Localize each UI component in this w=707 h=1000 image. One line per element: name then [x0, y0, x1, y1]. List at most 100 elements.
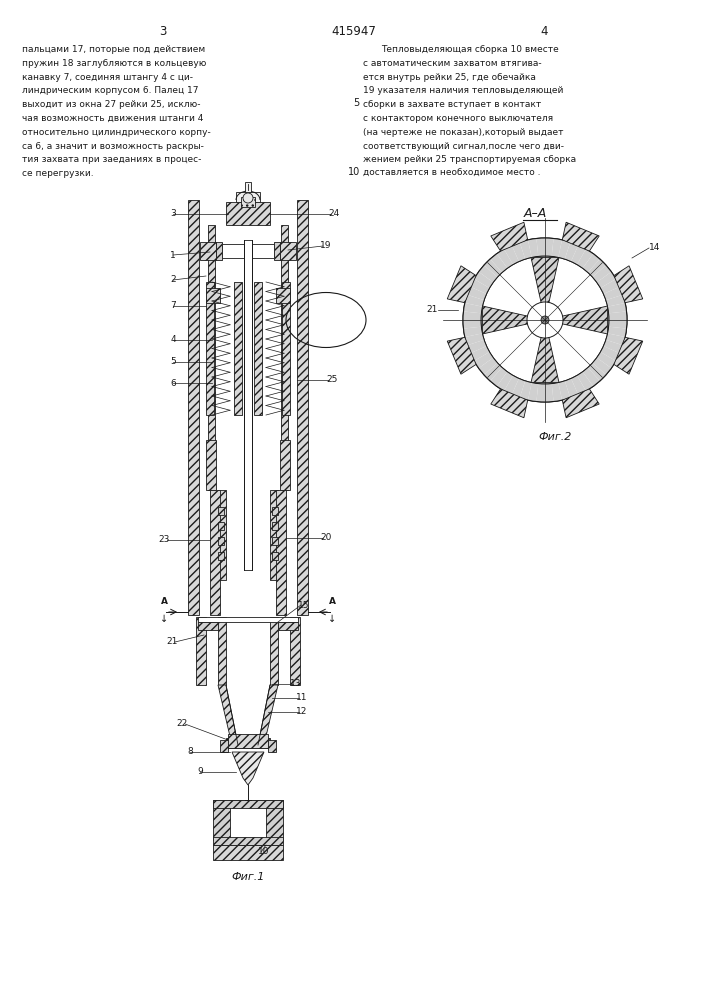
Bar: [206, 440, 216, 490]
Bar: [228, 734, 268, 748]
Bar: [208, 225, 215, 490]
Text: 3: 3: [170, 210, 176, 219]
Bar: [226, 202, 270, 225]
Wedge shape: [467, 287, 486, 300]
Bar: [206, 288, 220, 303]
Wedge shape: [464, 327, 482, 337]
Circle shape: [243, 193, 253, 203]
Wedge shape: [600, 279, 620, 294]
Bar: [282, 282, 290, 415]
Wedge shape: [512, 378, 525, 398]
Wedge shape: [577, 249, 593, 268]
Wedge shape: [607, 303, 626, 313]
Polygon shape: [562, 389, 600, 418]
Bar: [234, 282, 242, 415]
Text: 5: 5: [170, 358, 176, 366]
Wedge shape: [474, 352, 493, 368]
Bar: [220, 740, 228, 752]
Text: с контактором конечного выключателя: с контактором конечного выключателя: [363, 114, 553, 123]
Bar: [272, 537, 278, 545]
Circle shape: [463, 238, 627, 402]
Text: 8: 8: [187, 748, 193, 756]
Wedge shape: [520, 381, 532, 400]
Bar: [230, 802, 266, 838]
Text: 24: 24: [328, 210, 339, 219]
Text: са 6, а значит и возможность раскры-: са 6, а значит и возможность раскры-: [22, 142, 204, 151]
Bar: [200, 242, 216, 260]
Text: относительно цилиндрического корпу-: относительно цилиндрического корпу-: [22, 128, 211, 137]
Polygon shape: [448, 337, 476, 374]
Text: 4: 4: [170, 336, 176, 344]
Wedge shape: [545, 238, 554, 256]
Wedge shape: [467, 340, 486, 353]
Wedge shape: [497, 249, 513, 268]
Bar: [245, 182, 251, 192]
Wedge shape: [606, 333, 625, 345]
Wedge shape: [577, 372, 593, 391]
Wedge shape: [551, 238, 562, 257]
Circle shape: [481, 256, 609, 384]
Text: А–А: А–А: [523, 207, 547, 220]
Bar: [196, 617, 206, 685]
Text: 6: 6: [170, 378, 176, 387]
Wedge shape: [470, 346, 489, 361]
Wedge shape: [559, 240, 571, 259]
Text: жением рейки 25 транспортируемая сборка: жением рейки 25 транспортируемая сборка: [363, 155, 576, 164]
Wedge shape: [484, 259, 502, 277]
Bar: [218, 490, 226, 580]
Wedge shape: [484, 363, 502, 381]
Text: 11: 11: [296, 694, 308, 702]
Wedge shape: [571, 375, 586, 395]
Text: 20: 20: [320, 534, 332, 542]
Bar: [213, 800, 283, 808]
Bar: [274, 242, 280, 260]
Bar: [226, 738, 270, 748]
Wedge shape: [588, 363, 606, 381]
Text: 22: 22: [177, 720, 188, 728]
Text: 3: 3: [159, 25, 166, 38]
Wedge shape: [609, 320, 627, 329]
Text: соответствующий сигнал,после чего дви-: соответствующий сигнал,после чего дви-: [363, 142, 564, 151]
Polygon shape: [614, 266, 643, 303]
Text: 415947: 415947: [331, 25, 376, 38]
Circle shape: [541, 316, 549, 324]
Text: сборки в захвате вступает в контакт: сборки в захвате вступает в контакт: [363, 100, 542, 109]
Text: с автоматическим захватом втягива-: с автоматическим захватом втягива-: [363, 59, 542, 68]
Circle shape: [527, 302, 563, 338]
Text: се перегрузки.: се перегрузки.: [22, 169, 93, 178]
Bar: [272, 522, 278, 530]
Text: 2: 2: [170, 275, 176, 284]
Text: А: А: [160, 597, 168, 606]
Bar: [276, 288, 290, 303]
Text: 1: 1: [170, 250, 176, 259]
Bar: [218, 552, 224, 560]
Bar: [218, 507, 224, 515]
Wedge shape: [470, 279, 489, 294]
Bar: [241, 197, 255, 207]
Text: 19 указателя наличия тепловыделяющей: 19 указателя наличия тепловыделяющей: [363, 86, 563, 95]
Polygon shape: [448, 266, 476, 303]
Wedge shape: [464, 333, 484, 345]
Polygon shape: [614, 337, 643, 374]
Bar: [270, 617, 278, 685]
Bar: [213, 845, 283, 860]
Text: 13: 13: [290, 680, 301, 688]
Wedge shape: [463, 311, 481, 320]
Bar: [281, 225, 288, 490]
Wedge shape: [583, 368, 600, 386]
Wedge shape: [606, 295, 625, 307]
Wedge shape: [597, 352, 616, 368]
Polygon shape: [531, 330, 559, 382]
Text: 21: 21: [426, 306, 438, 314]
Wedge shape: [597, 272, 616, 288]
Text: А: А: [329, 597, 336, 606]
Wedge shape: [604, 287, 623, 300]
Text: выходит из окна 27 рейки 25, исклю-: выходит из окна 27 рейки 25, исклю-: [22, 100, 201, 109]
Wedge shape: [497, 372, 513, 391]
Bar: [213, 800, 283, 840]
Wedge shape: [512, 242, 525, 262]
Wedge shape: [528, 383, 538, 402]
Wedge shape: [571, 245, 586, 265]
Wedge shape: [464, 303, 482, 313]
Polygon shape: [491, 389, 527, 418]
